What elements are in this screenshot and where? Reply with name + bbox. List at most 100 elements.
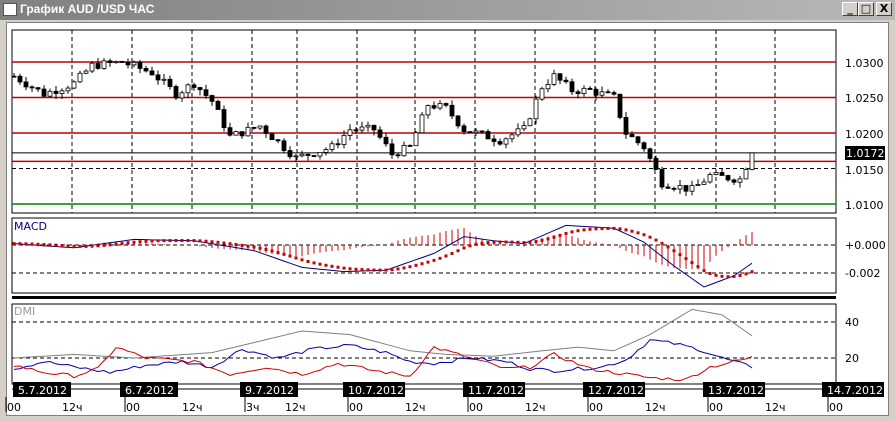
signal-line-dot: [672, 249, 676, 253]
current-price-label: 1.0172: [846, 147, 885, 160]
signal-line-dot: [468, 244, 472, 248]
candle-body: [725, 175, 731, 181]
price-panel: [11, 29, 837, 214]
signal-line-dot: [54, 243, 58, 247]
time-tick-label: 00: [349, 401, 363, 414]
signal-line-dot: [12, 242, 16, 246]
signal-line-dot: [510, 240, 514, 244]
time-tick-label: 12ч: [525, 401, 546, 414]
candle-body: [371, 124, 377, 131]
signal-line-dot: [678, 253, 682, 257]
signal-line-dot: [378, 268, 382, 272]
date-label-box: [13, 382, 71, 397]
close-button[interactable]: X: [876, 2, 892, 16]
signal-line-dot: [606, 226, 610, 230]
date-label-box: [343, 382, 405, 397]
macd-label: MACD: [14, 220, 47, 233]
candle-body: [113, 61, 119, 63]
signal-line-dot: [348, 267, 352, 271]
candle-body: [473, 130, 479, 134]
signal-line-dot: [156, 239, 160, 243]
signal-line-dot: [84, 244, 88, 248]
candle-body: [683, 185, 689, 192]
price-label: 1.0300: [845, 57, 884, 70]
signal-line-dot: [42, 243, 46, 247]
candle-body: [563, 79, 569, 83]
candle-body: [575, 91, 581, 95]
signal-line-dot: [600, 227, 604, 231]
candle-body: [383, 136, 389, 145]
macd-axis-label: +0.000: [845, 239, 886, 252]
macd-axis-label: -0.002: [845, 267, 880, 280]
candle-body: [569, 81, 575, 93]
signal-line-dot: [720, 274, 724, 278]
candle-body: [299, 153, 305, 157]
signal-line-dot: [150, 239, 154, 243]
candle-body: [731, 179, 737, 183]
candle-body: [443, 103, 449, 106]
candle-body: [323, 149, 329, 153]
candle-body: [347, 129, 353, 136]
candle-body: [599, 91, 605, 96]
signal-line-dot: [114, 242, 118, 246]
candle-body: [221, 109, 227, 129]
panel-splitter[interactable]: [12, 296, 836, 299]
maximize-button[interactable]: □: [858, 2, 874, 16]
candle-body: [401, 144, 407, 157]
time-tick-label: 00: [7, 401, 21, 414]
signal-line-dot: [738, 274, 742, 278]
candle-body: [329, 143, 335, 150]
signal-line-dot: [126, 241, 130, 245]
candle-body: [467, 131, 473, 134]
candle-body: [77, 72, 83, 83]
candle-body: [47, 90, 53, 97]
candle-body: [275, 139, 281, 142]
candle-body: [635, 136, 641, 144]
date-label: 11.7.2012: [468, 384, 524, 397]
candle-body: [293, 155, 299, 158]
candle-body: [611, 92, 617, 95]
signal-line-dot: [120, 242, 124, 246]
signal-line-dot: [714, 273, 718, 277]
date-label-box: [463, 382, 525, 397]
candle-body: [587, 87, 593, 90]
signal-line-dot: [642, 233, 646, 237]
candle-body: [203, 89, 209, 96]
candle-body: [431, 105, 437, 109]
date-label-box: [120, 382, 178, 397]
signal-line-dot: [18, 242, 22, 246]
candle-body: [503, 138, 509, 145]
time-tick-label: 3ч: [246, 401, 260, 414]
candle-body: [719, 172, 725, 176]
candle-body: [101, 60, 107, 69]
candle-body: [353, 129, 359, 132]
time-tick-label: 12ч: [182, 401, 203, 414]
signal-line-dot: [414, 263, 418, 267]
minimize-button[interactable]: _: [842, 2, 858, 16]
signal-line-dot: [666, 245, 670, 249]
signal-line-dot: [552, 235, 556, 239]
candle-body: [65, 87, 71, 92]
signal-line-dot: [246, 244, 250, 248]
candle-body: [479, 130, 485, 133]
candle-body: [581, 87, 587, 95]
signal-line-dot: [612, 226, 616, 230]
candle-body: [593, 89, 599, 96]
signal-line-dot: [570, 230, 574, 234]
signal-line-dot: [750, 270, 754, 274]
signal-line-dot: [108, 243, 112, 247]
candle-body: [11, 75, 17, 78]
candle-body: [125, 62, 131, 66]
signal-line-dot: [354, 267, 358, 271]
signal-line-dot: [294, 256, 298, 260]
signal-line-dot: [90, 244, 94, 248]
signal-line-dot: [396, 267, 400, 271]
signal-line-dot: [384, 268, 388, 272]
signal-line-dot: [216, 240, 220, 244]
signal-line-dot: [324, 263, 328, 267]
candle-body: [539, 88, 545, 100]
signal-line-dot: [252, 245, 256, 249]
candle-body: [407, 144, 413, 147]
